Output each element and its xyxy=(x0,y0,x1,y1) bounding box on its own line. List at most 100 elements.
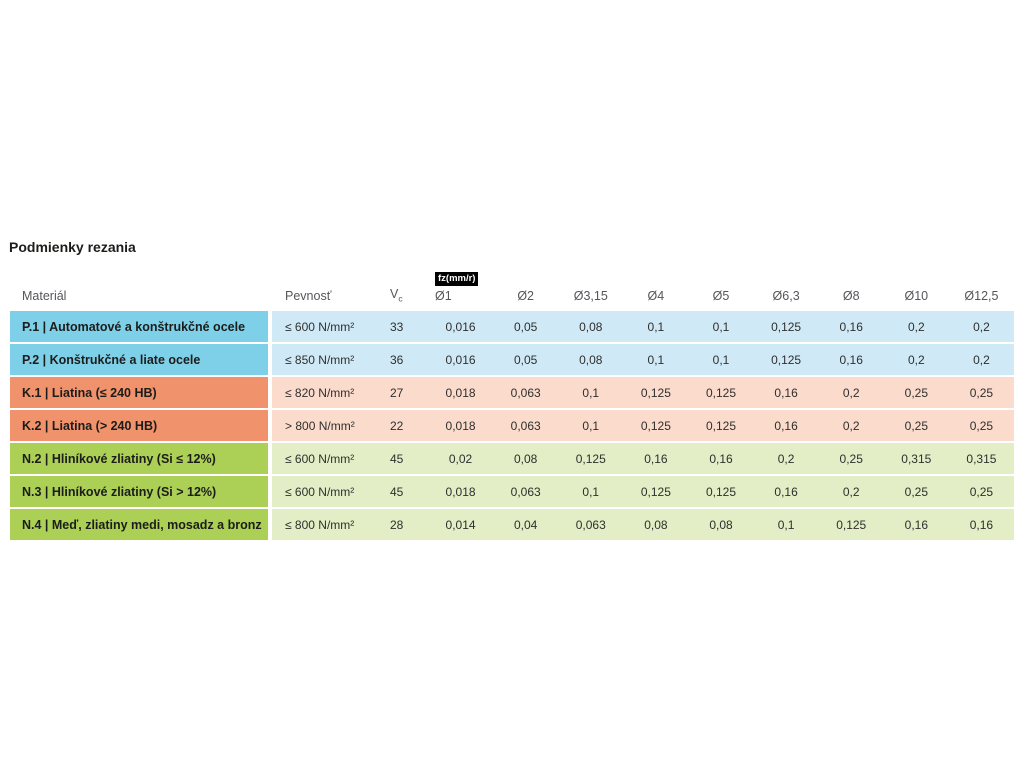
fz-value-cell: 0,063 xyxy=(493,377,559,408)
fz-value-cell: 0,1 xyxy=(688,311,754,342)
diameter-label: Ø1 xyxy=(435,289,452,303)
vc-subscript: c xyxy=(398,293,403,303)
column-header-material: Materiál xyxy=(22,289,67,303)
material-cell: P.2 | Konštrukčné a liate ocele xyxy=(10,344,268,375)
table-row: K.1 | Liatina (≤ 240 HB) ≤ 820 N/mm² 27 0,0… xyxy=(10,377,1014,408)
fz-value-cell: 0,08 xyxy=(623,509,689,540)
material-cell: N.4 | Meď, zliatiny medi, mosadz a bronz xyxy=(10,509,268,540)
vc-cell: 45 xyxy=(380,476,428,507)
fz-value-cell: 0,125 xyxy=(818,509,884,540)
fz-value-cell: 0,016 xyxy=(428,344,494,375)
fz-value-cell: 0,125 xyxy=(753,344,819,375)
table-row: P.2 | Konštrukčné a liate ocele ≤ 850 N/m… xyxy=(10,344,1014,375)
table-row: N.2 | Hliníkové zliatiny (Si ≤ 12%) ≤ 600… xyxy=(10,443,1014,474)
strength-cell: > 800 N/mm² xyxy=(272,410,380,441)
fz-value-cell: 0,1 xyxy=(623,344,689,375)
fz-value-cell: 0,16 xyxy=(753,410,819,441)
fz-value-cell: 0,16 xyxy=(883,509,949,540)
fz-value-cell: 0,25 xyxy=(948,476,1014,507)
column-header-diameter-4: Ø4 xyxy=(647,289,665,303)
fz-value-cell: 0,08 xyxy=(688,509,754,540)
material-cell: K.1 | Liatina (≤ 240 HB) xyxy=(10,377,268,408)
fz-value-cell: 0,063 xyxy=(493,410,559,441)
material-cell: N.3 | Hliníkové zliatiny (Si > 12%) xyxy=(10,476,268,507)
fz-value-cell: 0,2 xyxy=(883,311,949,342)
fz-value-cell: 0,02 xyxy=(428,443,494,474)
fz-value-cell: 0,16 xyxy=(818,344,884,375)
fz-value-cell: 0,125 xyxy=(623,410,689,441)
column-gap xyxy=(268,311,272,342)
material-cell: P.1 | Automatové a konštrukčné ocele xyxy=(10,311,268,342)
fz-value-cell: 0,16 xyxy=(753,377,819,408)
fz-value-cell: 0,018 xyxy=(428,377,494,408)
fz-value-cell: 0,014 xyxy=(428,509,494,540)
fz-value-cell: 0,08 xyxy=(558,344,624,375)
column-header-diameter-5: Ø5 xyxy=(712,289,730,303)
fz-value-cell: 0,2 xyxy=(883,344,949,375)
fz-value-cell: 0,16 xyxy=(948,509,1014,540)
table-row: N.4 | Meď, zliatiny medi, mosadz a bronz… xyxy=(10,509,1014,540)
fz-value-cell: 0,25 xyxy=(948,377,1014,408)
fz-value-cell: 0,2 xyxy=(948,311,1014,342)
fz-value-cell: 0,125 xyxy=(688,377,754,408)
fz-value-cell: 0,1 xyxy=(623,311,689,342)
strength-cell: ≤ 820 N/mm² xyxy=(272,377,380,408)
fz-value-cell: 0,08 xyxy=(493,443,559,474)
fz-value-cell: 0,16 xyxy=(623,443,689,474)
fz-value-cell: 0,315 xyxy=(883,443,949,474)
fz-value-cell: 0,1 xyxy=(558,410,624,441)
vc-cell: 33 xyxy=(380,311,428,342)
fz-value-cell: 0,1 xyxy=(688,344,754,375)
fz-value-cell: 0,05 xyxy=(493,344,559,375)
column-header-vc: Vc xyxy=(380,265,428,309)
column-header-diameter-6: Ø6,3 xyxy=(772,289,800,303)
fz-value-cell: 0,16 xyxy=(753,476,819,507)
fz-value-cell: 0,125 xyxy=(558,443,624,474)
fz-value-cell: 0,1 xyxy=(558,377,624,408)
fz-value-cell: 0,2 xyxy=(818,476,884,507)
fz-value-cell: 0,05 xyxy=(493,311,559,342)
vc-cell: 27 xyxy=(380,377,428,408)
column-header-diameter-8: Ø10 xyxy=(904,289,929,303)
fz-value-cell: 0,016 xyxy=(428,311,494,342)
fz-value-cell: 0,125 xyxy=(623,476,689,507)
column-gap xyxy=(268,509,272,540)
fz-value-cell: 0,25 xyxy=(883,476,949,507)
fz-value-cell: 0,2 xyxy=(948,344,1014,375)
fz-value-cell: 0,2 xyxy=(818,410,884,441)
vc-cell: 22 xyxy=(380,410,428,441)
fz-value-cell: 0,018 xyxy=(428,410,494,441)
fz-value-cell: 0,25 xyxy=(883,410,949,441)
fz-value-cell: 0,018 xyxy=(428,476,494,507)
header-row: Materiál Pevnosť Vc fz(mm/r) Ø1 Ø2 Ø3,15 Ø4 Ø… xyxy=(10,265,1014,309)
fz-value-cell: 0,1 xyxy=(558,476,624,507)
column-header-diameter-7: Ø8 xyxy=(842,289,860,303)
column-gap xyxy=(268,377,272,408)
column-header-strength: Pevnosť xyxy=(285,289,332,303)
strength-cell: ≤ 600 N/mm² xyxy=(272,311,380,342)
fz-value-cell: 0,04 xyxy=(493,509,559,540)
column-header-diameter-3: Ø3,15 xyxy=(573,289,608,303)
fz-value-cell: 0,125 xyxy=(753,311,819,342)
fz-value-cell: 0,16 xyxy=(688,443,754,474)
fz-value-cell: 0,2 xyxy=(753,443,819,474)
fz-value-cell: 0,08 xyxy=(558,311,624,342)
cutting-conditions-table: Materiál Pevnosť Vc fz(mm/r) Ø1 Ø2 Ø3,15 Ø4 Ø… xyxy=(10,263,1014,542)
fz-value-cell: 0,25 xyxy=(883,377,949,408)
column-gap xyxy=(268,410,272,441)
vc-cell: 36 xyxy=(380,344,428,375)
material-cell: K.2 | Liatina (> 240 HB) xyxy=(10,410,268,441)
fz-unit-badge: fz(mm/r) xyxy=(435,272,479,286)
fz-value-cell: 0,315 xyxy=(948,443,1014,474)
strength-cell: ≤ 600 N/mm² xyxy=(272,443,380,474)
fz-value-cell: 0,063 xyxy=(558,509,624,540)
table-header: Materiál Pevnosť Vc fz(mm/r) Ø1 Ø2 Ø3,15 Ø4 Ø… xyxy=(10,265,1014,309)
fz-value-cell: 0,125 xyxy=(623,377,689,408)
column-header-diameter-2: Ø2 xyxy=(517,289,534,303)
vc-cell: 28 xyxy=(380,509,428,540)
fz-value-cell: 0,063 xyxy=(493,476,559,507)
table-row: N.3 | Hliníkové zliatiny (Si > 12%) ≤ 600… xyxy=(10,476,1014,507)
strength-cell: ≤ 800 N/mm² xyxy=(272,509,380,540)
fz-value-cell: 0,25 xyxy=(948,410,1014,441)
fz-value-cell: 0,16 xyxy=(818,311,884,342)
